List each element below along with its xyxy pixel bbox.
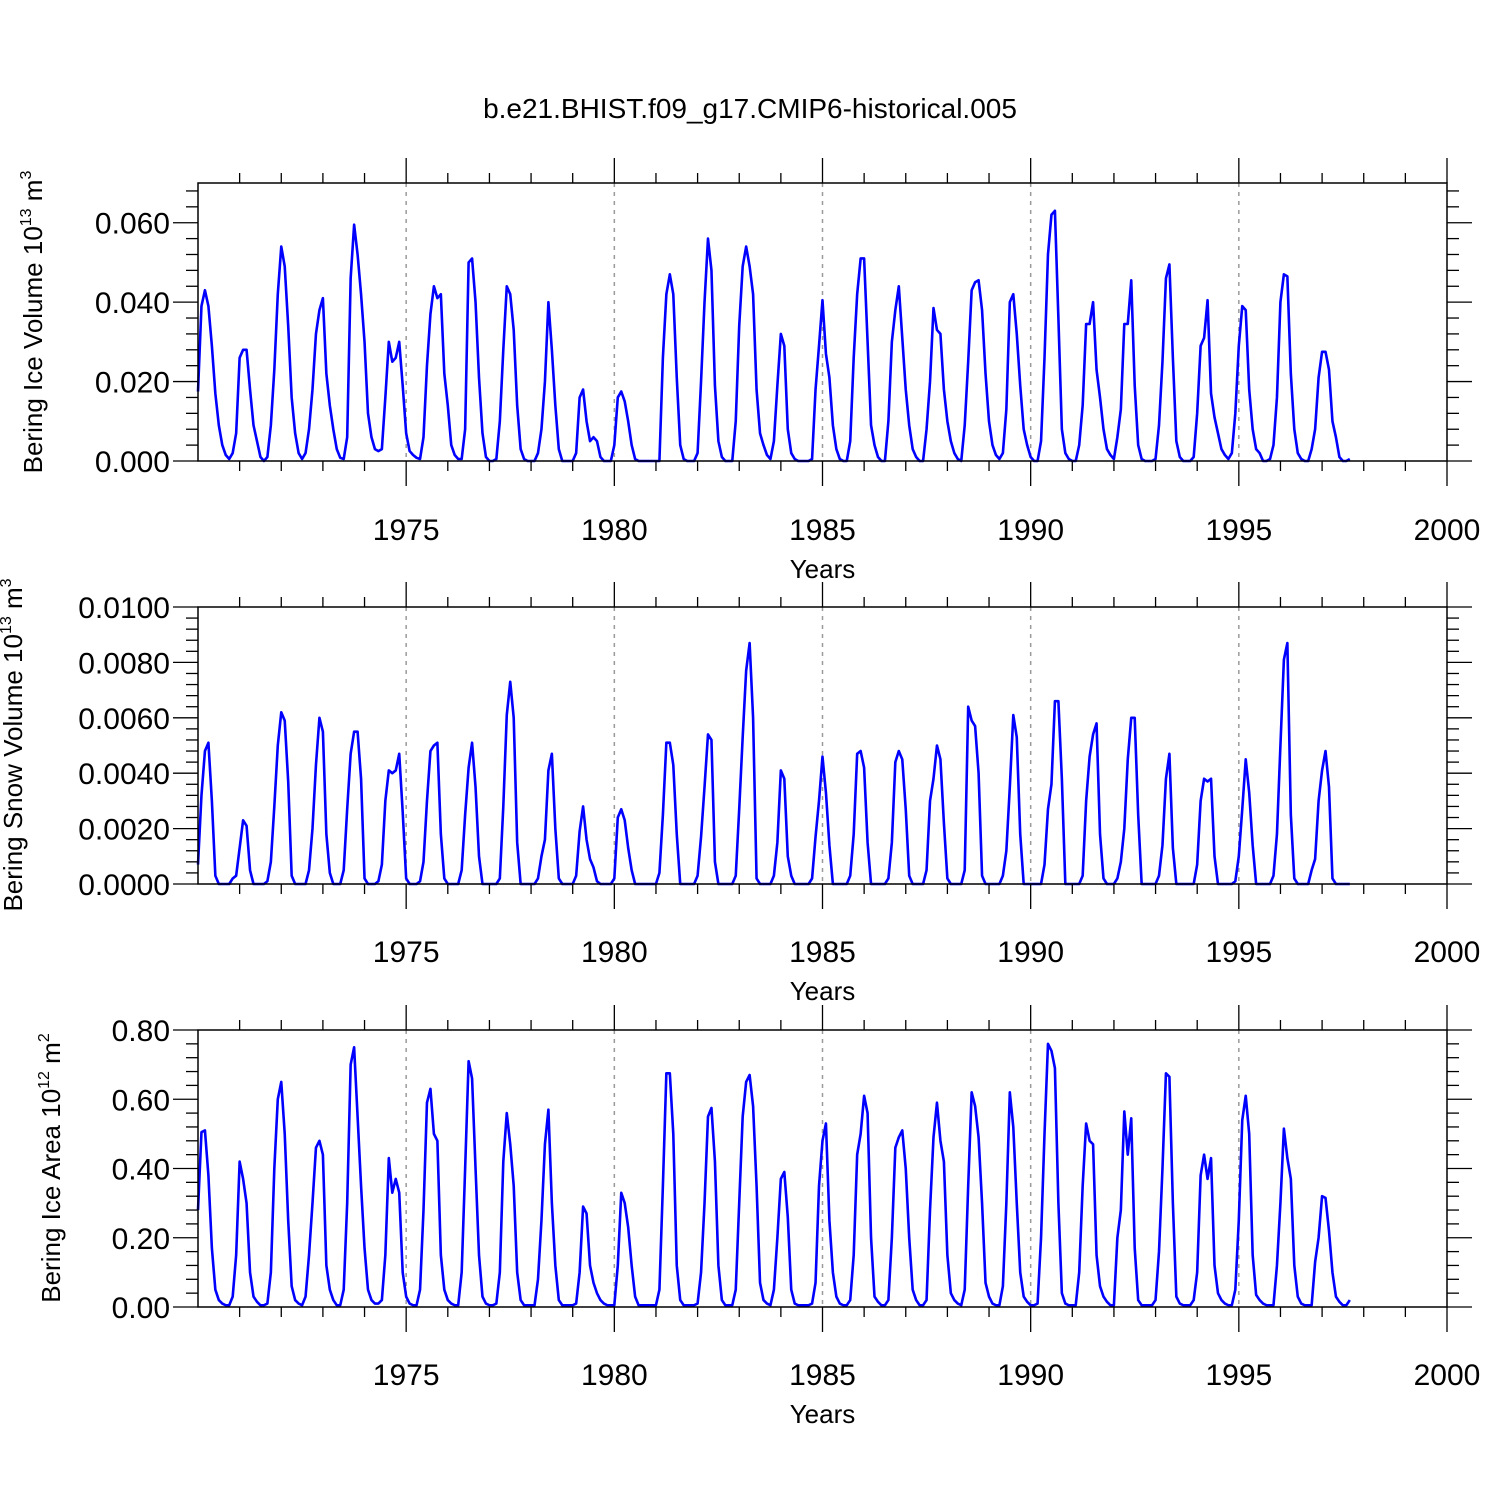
chart-panel-ice-volume: 0.000 0.020 0.040 0.060 1975 1980 1985 1990 1995…: [18, 158, 1480, 584]
y-tick-label: 0.060: [95, 208, 170, 241]
x-tick-label: 1995: [1205, 514, 1272, 547]
x-tick-label: 2000: [1414, 514, 1481, 547]
x-tick-label: 1995: [1205, 936, 1272, 969]
y-axis-label-unit-exponent: 2: [36, 1033, 53, 1042]
x-tick-label: 1985: [789, 936, 856, 969]
x-axis-label: Years: [790, 554, 856, 584]
y-tick-label: 0.60: [112, 1084, 170, 1117]
y-tick-label: 0.20: [112, 1223, 170, 1256]
y-axis-label-exponent: 12: [36, 1071, 53, 1089]
y-axis-label-text: Bering Snow Volume 10: [0, 634, 28, 912]
series-line-ice-volume: [196, 209, 1351, 463]
y-axis-label-unit-exponent: 3: [0, 578, 15, 587]
y-axis-label-unit: m: [0, 587, 28, 616]
y-axis-label-unit: m: [36, 1042, 66, 1071]
series-line-ice-area: [196, 1042, 1351, 1307]
y-tick-label: 0.40: [112, 1154, 170, 1187]
y-tick-label: 0.020: [95, 367, 170, 400]
y-axis-label-unit-exponent: 3: [18, 171, 35, 180]
x-tick-label: 1975: [373, 514, 440, 547]
y-axis-label-unit: m: [18, 180, 48, 209]
x-tick-label: 1985: [789, 1359, 856, 1392]
x-tick-label: 1990: [997, 1359, 1064, 1392]
y-tick-label: 0.0100: [78, 592, 170, 625]
chart-title: b.e21.BHIST.f09_g17.CMIP6-historical.005: [483, 93, 1017, 124]
y-tick-label: 0.0000: [78, 869, 170, 902]
y-tick-label: 0.0040: [78, 758, 170, 791]
x-tick-label: 1975: [373, 936, 440, 969]
y-axis-label: Bering Ice Area 1012 m2: [36, 1033, 66, 1303]
x-axis-label: Years: [790, 1399, 856, 1429]
y-axis-label: Bering Ice Volume 1013 m3: [18, 171, 48, 474]
x-tick-label: 1980: [581, 936, 648, 969]
x-tick-label: 2000: [1414, 1359, 1481, 1392]
x-tick-label: 1975: [373, 1359, 440, 1392]
chart-panel-snow-volume: 0.0000 0.0020 0.0040 0.0060 0.0080 0.0100 1975…: [0, 578, 1480, 1006]
x-tick-label: 1985: [789, 514, 856, 547]
x-tick-label: 2000: [1414, 936, 1481, 969]
x-tick-label: 1995: [1205, 1359, 1272, 1392]
y-axis-label-text: Bering Ice Volume 10: [18, 226, 48, 473]
y-tick-label: 0.0080: [78, 647, 170, 680]
x-tick-label: 1990: [997, 514, 1064, 547]
y-axis-label-exponent: 13: [18, 208, 35, 226]
y-tick-label: 0.00: [112, 1292, 170, 1325]
x-tick-label: 1980: [581, 514, 648, 547]
y-axis-label-exponent: 13: [0, 616, 15, 634]
y-tick-label: 0.0060: [78, 703, 170, 736]
x-axis-label: Years: [790, 976, 856, 1006]
chart-panel-ice-area: 0.00 0.20 0.40 0.60 0.80 1975 1980 1985 1990 1995…: [36, 1005, 1480, 1429]
series-line-snow-volume: [196, 641, 1350, 886]
x-tick-label: 1990: [997, 936, 1064, 969]
y-axis-label: Bering Snow Volume 1013 m3: [0, 578, 28, 911]
x-tick-label: 1980: [581, 1359, 648, 1392]
y-tick-label: 0.80: [112, 1015, 170, 1048]
y-tick-label: 0.040: [95, 287, 170, 320]
y-tick-label: 0.000: [95, 446, 170, 479]
panels: 0.000 0.020 0.040 0.060 1975 1980 1985 1990 1995…: [0, 158, 1480, 1429]
y-tick-label: 0.0020: [78, 814, 170, 847]
y-axis-label-text: Bering Ice Area 10: [36, 1089, 66, 1303]
